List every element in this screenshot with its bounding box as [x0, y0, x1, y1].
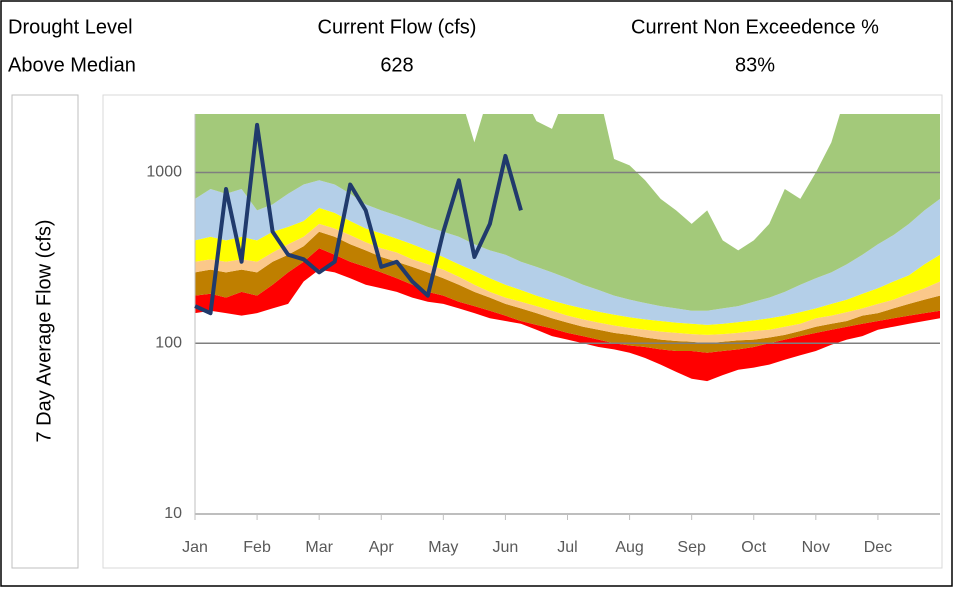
bands	[195, 114, 940, 382]
x-tick-label: Aug	[615, 539, 643, 556]
x-tick-label: Jun	[493, 539, 519, 556]
header-value: Above Median	[8, 54, 136, 76]
percentile-band	[195, 207, 940, 335]
percentile-band	[195, 180, 940, 325]
x-tick-label: Apr	[369, 539, 395, 556]
y-axis-label: 7 Day Average Flow (cfs)	[33, 219, 55, 442]
header-label: Current Flow (cfs)	[318, 16, 477, 38]
y-tick-label: 10	[164, 505, 182, 522]
x-tick-label: Feb	[243, 539, 271, 556]
header-label: Current Non Exceedence %	[631, 16, 879, 38]
flow-line	[194, 122, 523, 316]
header-label: Drought Level	[8, 16, 133, 38]
percentile-band	[195, 223, 940, 344]
x-tick-label: Mar	[305, 539, 333, 556]
ylabel-box	[11, 94, 79, 569]
x-tick-label: Jan	[182, 539, 208, 556]
header-value: 83%	[735, 54, 775, 76]
x-tick-label: Sep	[677, 539, 706, 556]
y-tick-label: 100	[155, 334, 182, 351]
x-tick-label: Nov	[802, 539, 830, 556]
percentile-band	[195, 114, 940, 311]
x-tick-label: Dec	[864, 539, 892, 556]
x-tick-label: Oct	[741, 539, 766, 556]
header-value: 628	[380, 54, 413, 76]
x-tick-label: Jul	[557, 539, 577, 556]
x-tick-label: May	[428, 539, 458, 556]
plot-frame	[102, 94, 943, 569]
y-tick-label: 1000	[146, 164, 182, 181]
percentile-band	[195, 248, 940, 382]
